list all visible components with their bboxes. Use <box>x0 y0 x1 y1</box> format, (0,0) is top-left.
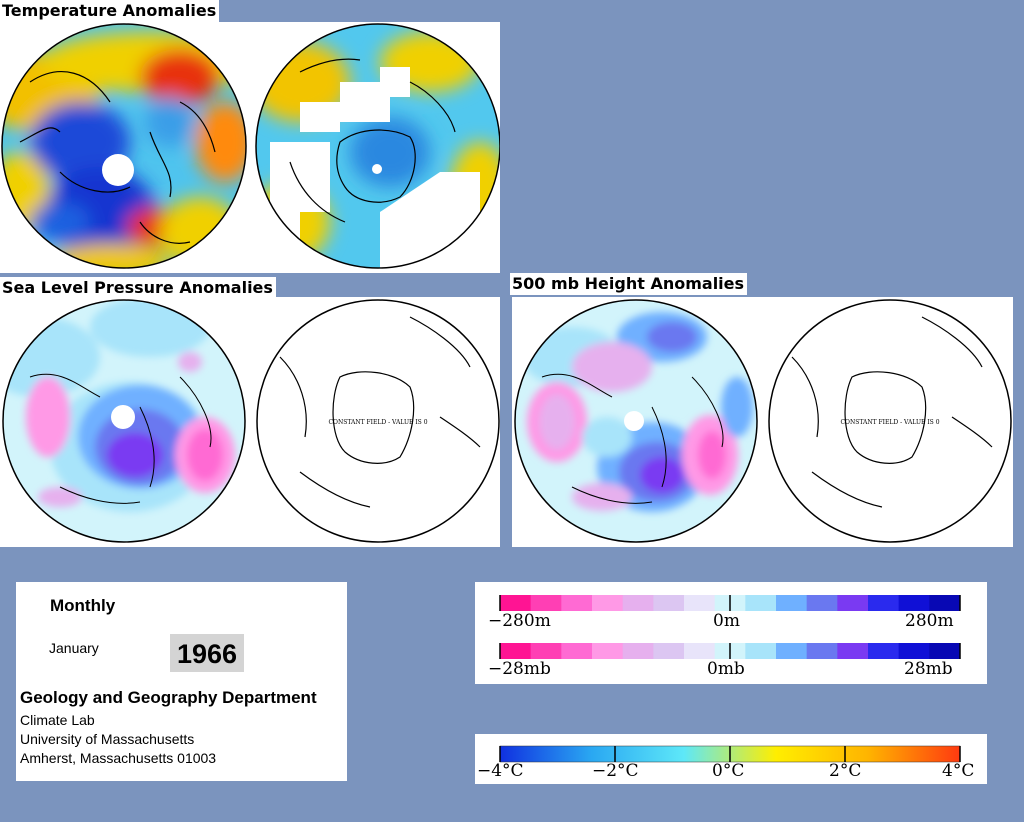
height500-map-1 <box>515 300 757 542</box>
temperature-title: Temperature Anomalies <box>0 0 220 22</box>
height500-map-2: CONSTANT FIELD - VALUE IS 0 <box>768 299 1012 543</box>
pressure-colorbar-swatch <box>929 643 961 659</box>
pressure-colorbar-swatch <box>653 643 685 659</box>
height-max-label: 280m <box>905 611 954 631</box>
temp-pos2-label: 2°C <box>829 761 862 781</box>
month-label: January <box>49 640 99 656</box>
height500-maps: CONSTANT FIELD - VALUE IS 0 <box>514 299 1012 543</box>
height500-title: 500 mb Height Anomalies <box>510 273 748 295</box>
temperature-maps <box>1 23 500 269</box>
pressure-colorbar-swatch <box>898 643 930 659</box>
height-colorbar-swatch <box>776 595 808 611</box>
slp-title: Sea Level Pressure Anomalies <box>0 277 276 299</box>
slp-map-2: CONSTANT FIELD - VALUE IS 0 <box>256 299 500 543</box>
pressure-colorbar-swatch <box>684 643 716 659</box>
height-colorbar-swatch <box>745 595 777 611</box>
height-colorbar-swatch <box>837 595 869 611</box>
height-colorbar-swatch <box>868 595 900 611</box>
pressure-max-label: 28mb <box>904 659 953 679</box>
height-colorbar <box>499 595 961 611</box>
height-colorbar-swatch <box>592 595 624 611</box>
department-label: Geology and Geography Department <box>20 688 317 707</box>
temperature-legend: −4°C −2°C 0°C 2°C 4°C <box>475 734 987 784</box>
year-label: 1966 <box>170 634 244 672</box>
lab-line: Climate Lab <box>20 712 95 728</box>
height-colorbar-swatch <box>684 595 716 611</box>
height-zero-label: 0m <box>713 611 740 631</box>
pressure-colorbar <box>499 643 961 659</box>
address-line: Amherst, Massachusetts 01003 <box>20 750 217 766</box>
height-pressure-legend: −280m 0m 280m −28mb 0mb 28mb <box>475 582 987 684</box>
pressure-colorbar-swatch <box>776 643 808 659</box>
university-line: University of Massachusetts <box>20 731 195 747</box>
height-colorbar-swatch <box>530 595 562 611</box>
pressure-colorbar-swatch <box>622 643 654 659</box>
info-box: Monthly January 1966 Geology and Geograp… <box>16 582 347 781</box>
height-colorbar-swatch <box>898 595 930 611</box>
temp-zero-label: 0°C <box>712 761 745 781</box>
height500-constant-field-label: CONSTANT FIELD - VALUE IS 0 <box>840 419 939 426</box>
pressure-colorbar-swatch <box>530 643 562 659</box>
slp-maps: CONSTANT FIELD - VALUE IS 0 <box>2 299 500 543</box>
height-min-label: −280m <box>488 611 551 631</box>
pressure-colorbar-swatch <box>745 643 777 659</box>
height-colorbar-swatch <box>622 595 654 611</box>
temperature-map-2 <box>256 24 500 268</box>
height-colorbar-swatch <box>561 595 593 611</box>
height-colorbar-swatch <box>806 595 838 611</box>
period-label: Monthly <box>50 596 116 615</box>
temp-neg4-label: −4°C <box>477 761 524 781</box>
slp-maps-panel: CONSTANT FIELD - VALUE IS 0 <box>0 297 500 547</box>
height-colorbar-swatch <box>653 595 685 611</box>
slp-constant-field-label: CONSTANT FIELD - VALUE IS 0 <box>328 419 427 426</box>
temp-pos4-label: 4°C <box>942 761 975 781</box>
height500-maps-panel: CONSTANT FIELD - VALUE IS 0 <box>512 297 1013 547</box>
height-colorbar-swatch <box>500 595 532 611</box>
pressure-zero-label: 0mb <box>707 659 745 679</box>
temperature-maps-panel <box>0 22 500 273</box>
height-colorbar-swatch <box>929 595 961 611</box>
temperature-map-1 <box>2 24 246 268</box>
pressure-colorbar-swatch <box>592 643 624 659</box>
slp-map-1 <box>3 300 245 542</box>
pressure-colorbar-swatch <box>500 643 532 659</box>
pressure-colorbar-swatch <box>561 643 593 659</box>
temp-neg2-label: −2°C <box>592 761 639 781</box>
pressure-colorbar-swatch <box>806 643 838 659</box>
pressure-min-label: −28mb <box>488 659 551 679</box>
pressure-colorbar-swatch <box>868 643 900 659</box>
pressure-colorbar-swatch <box>837 643 869 659</box>
